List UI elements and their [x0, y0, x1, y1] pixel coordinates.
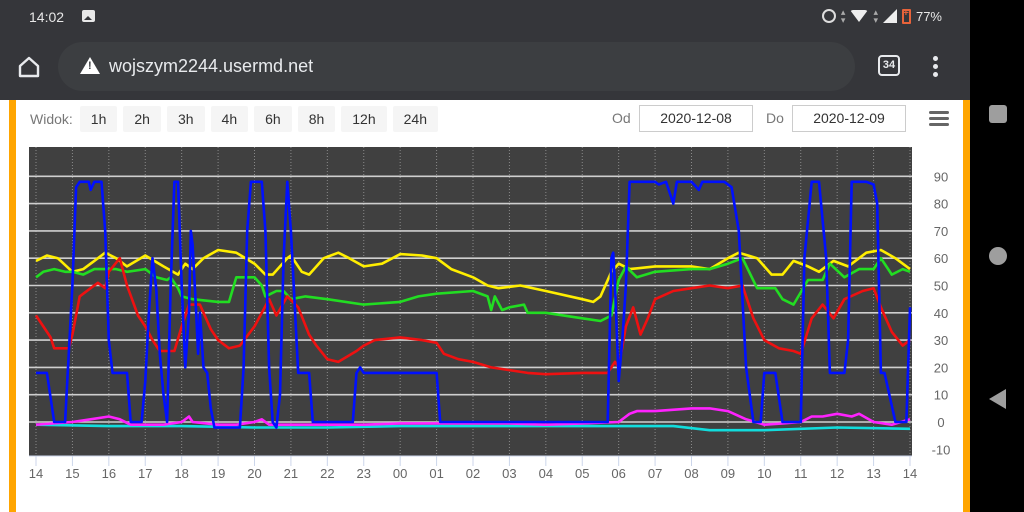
y-tick-label: 30 [934, 333, 948, 348]
x-tick-label: 11 [794, 466, 808, 481]
android-nav-bar [970, 0, 1024, 512]
series-line-yellow [35, 248, 911, 304]
hamburger-icon[interactable] [929, 111, 949, 129]
line-chart: 14 15 16 17 18 19 20 21 22 23 00 01 02 03 04 05 06 07 08 09… [29, 147, 951, 481]
x-tick-label: 13 [866, 466, 880, 481]
x-tick-label: 14 [29, 466, 43, 481]
x-tick-label: 18 [174, 466, 188, 481]
battery-percent: 77% [915, 8, 942, 24]
signal-icon [882, 9, 897, 23]
x-tick-label: 05 [575, 466, 589, 481]
to-date-input[interactable]: 2020-12-09 [792, 105, 906, 132]
range-button-6h[interactable]: 6h [254, 106, 292, 132]
range-button-8h[interactable]: 8h [297, 106, 336, 132]
x-tick-label: 19 [211, 466, 225, 481]
recents-icon[interactable] [989, 105, 1007, 123]
x-tick-label: 02 [466, 466, 480, 481]
y-tick-label: 70 [934, 224, 948, 239]
image-icon [82, 10, 95, 22]
view-range-toolbar: Widok: 1h 2h 3h 4h 6h 8h 12h 24h [30, 106, 444, 132]
page-border-left [9, 100, 16, 512]
series-line-red [34, 256, 911, 376]
data-arrows-icon: ▴ ▾ [840, 7, 846, 25]
address-bar[interactable]: wojszym2244.usermd.net [58, 42, 855, 91]
x-tick-label: 10 [757, 466, 771, 481]
y-tick-label: 90 [934, 169, 948, 184]
x-tick-label: 09 [721, 466, 735, 481]
y-tick-label: 60 [934, 251, 948, 266]
url-text[interactable]: wojszym2244.usermd.net [109, 56, 314, 76]
x-tick-label: 20 [247, 466, 261, 481]
browser-toolbar: wojszym2244.usermd.net 34 [0, 34, 970, 100]
home-icon[interactable] [17, 55, 41, 79]
status-bar: 14:02 ▴▾ ▴▾ 77% [0, 0, 970, 34]
home-circle-icon[interactable] [989, 247, 1007, 265]
x-tick-label: 17 [138, 466, 152, 481]
from-date-input[interactable]: 2020-12-08 [639, 105, 753, 132]
x-tick-label: 08 [684, 466, 698, 481]
y-tick-label: 10 [934, 388, 948, 403]
y-tick-label: 20 [934, 360, 948, 375]
series-line-green [35, 256, 911, 323]
back-icon[interactable] [989, 389, 1006, 409]
range-button-4h[interactable]: 4h [210, 106, 249, 132]
web-page: Widok: 1h 2h 3h 4h 6h 8h 12h 24h Od 2020… [0, 100, 970, 512]
series-line-cyan [35, 423, 911, 432]
range-button-24h[interactable]: 24h [392, 106, 438, 132]
from-label: Od [612, 110, 631, 126]
x-tick-label: 04 [539, 466, 553, 481]
x-tick-label: 16 [102, 466, 116, 481]
view-label: Widok: [30, 111, 73, 127]
range-button-1h[interactable]: 1h [79, 106, 118, 132]
alarm-icon [821, 9, 836, 23]
clock: 14:02 [29, 9, 65, 25]
range-button-12h[interactable]: 12h [341, 106, 387, 132]
series-line-blue [36, 180, 912, 429]
phone-screen: 14:02 ▴▾ ▴▾ 77% wojszym2244.usermd.net 3… [0, 0, 970, 512]
page-border-right [963, 100, 970, 512]
x-tick-label: 01 [429, 466, 443, 481]
x-tick-label: 06 [611, 466, 625, 481]
wifi-icon [850, 10, 869, 22]
x-tick-label: 07 [648, 466, 662, 481]
x-tick-label: 03 [502, 466, 516, 481]
y-tick-label: 80 [934, 197, 948, 212]
data-arrows-icon: ▴ ▾ [873, 7, 878, 25]
x-tick-label: 15 [65, 466, 79, 481]
more-vert-icon[interactable] [933, 56, 939, 78]
x-tick-label: 22 [320, 466, 334, 481]
range-button-3h[interactable]: 3h [166, 106, 205, 132]
tab-switcher-button[interactable]: 34 [878, 55, 900, 76]
x-tick-label: 23 [357, 466, 371, 481]
range-button-2h[interactable]: 2h [123, 106, 161, 132]
series-line-magenta [35, 407, 911, 427]
x-tick-label: 12 [830, 466, 844, 481]
y-tick-label: 50 [934, 279, 948, 294]
y-tick-label: 0 [937, 415, 944, 430]
not-secure-warning-icon[interactable] [80, 57, 100, 74]
y-tick-label: 40 [934, 306, 948, 321]
x-tick-label: 14 [903, 466, 917, 481]
y-tick-label: -10 [932, 442, 951, 457]
battery-charging-icon [901, 8, 911, 24]
to-label: Do [766, 110, 784, 126]
x-tick-label: 21 [284, 466, 298, 481]
x-tick-label: 00 [393, 466, 407, 481]
